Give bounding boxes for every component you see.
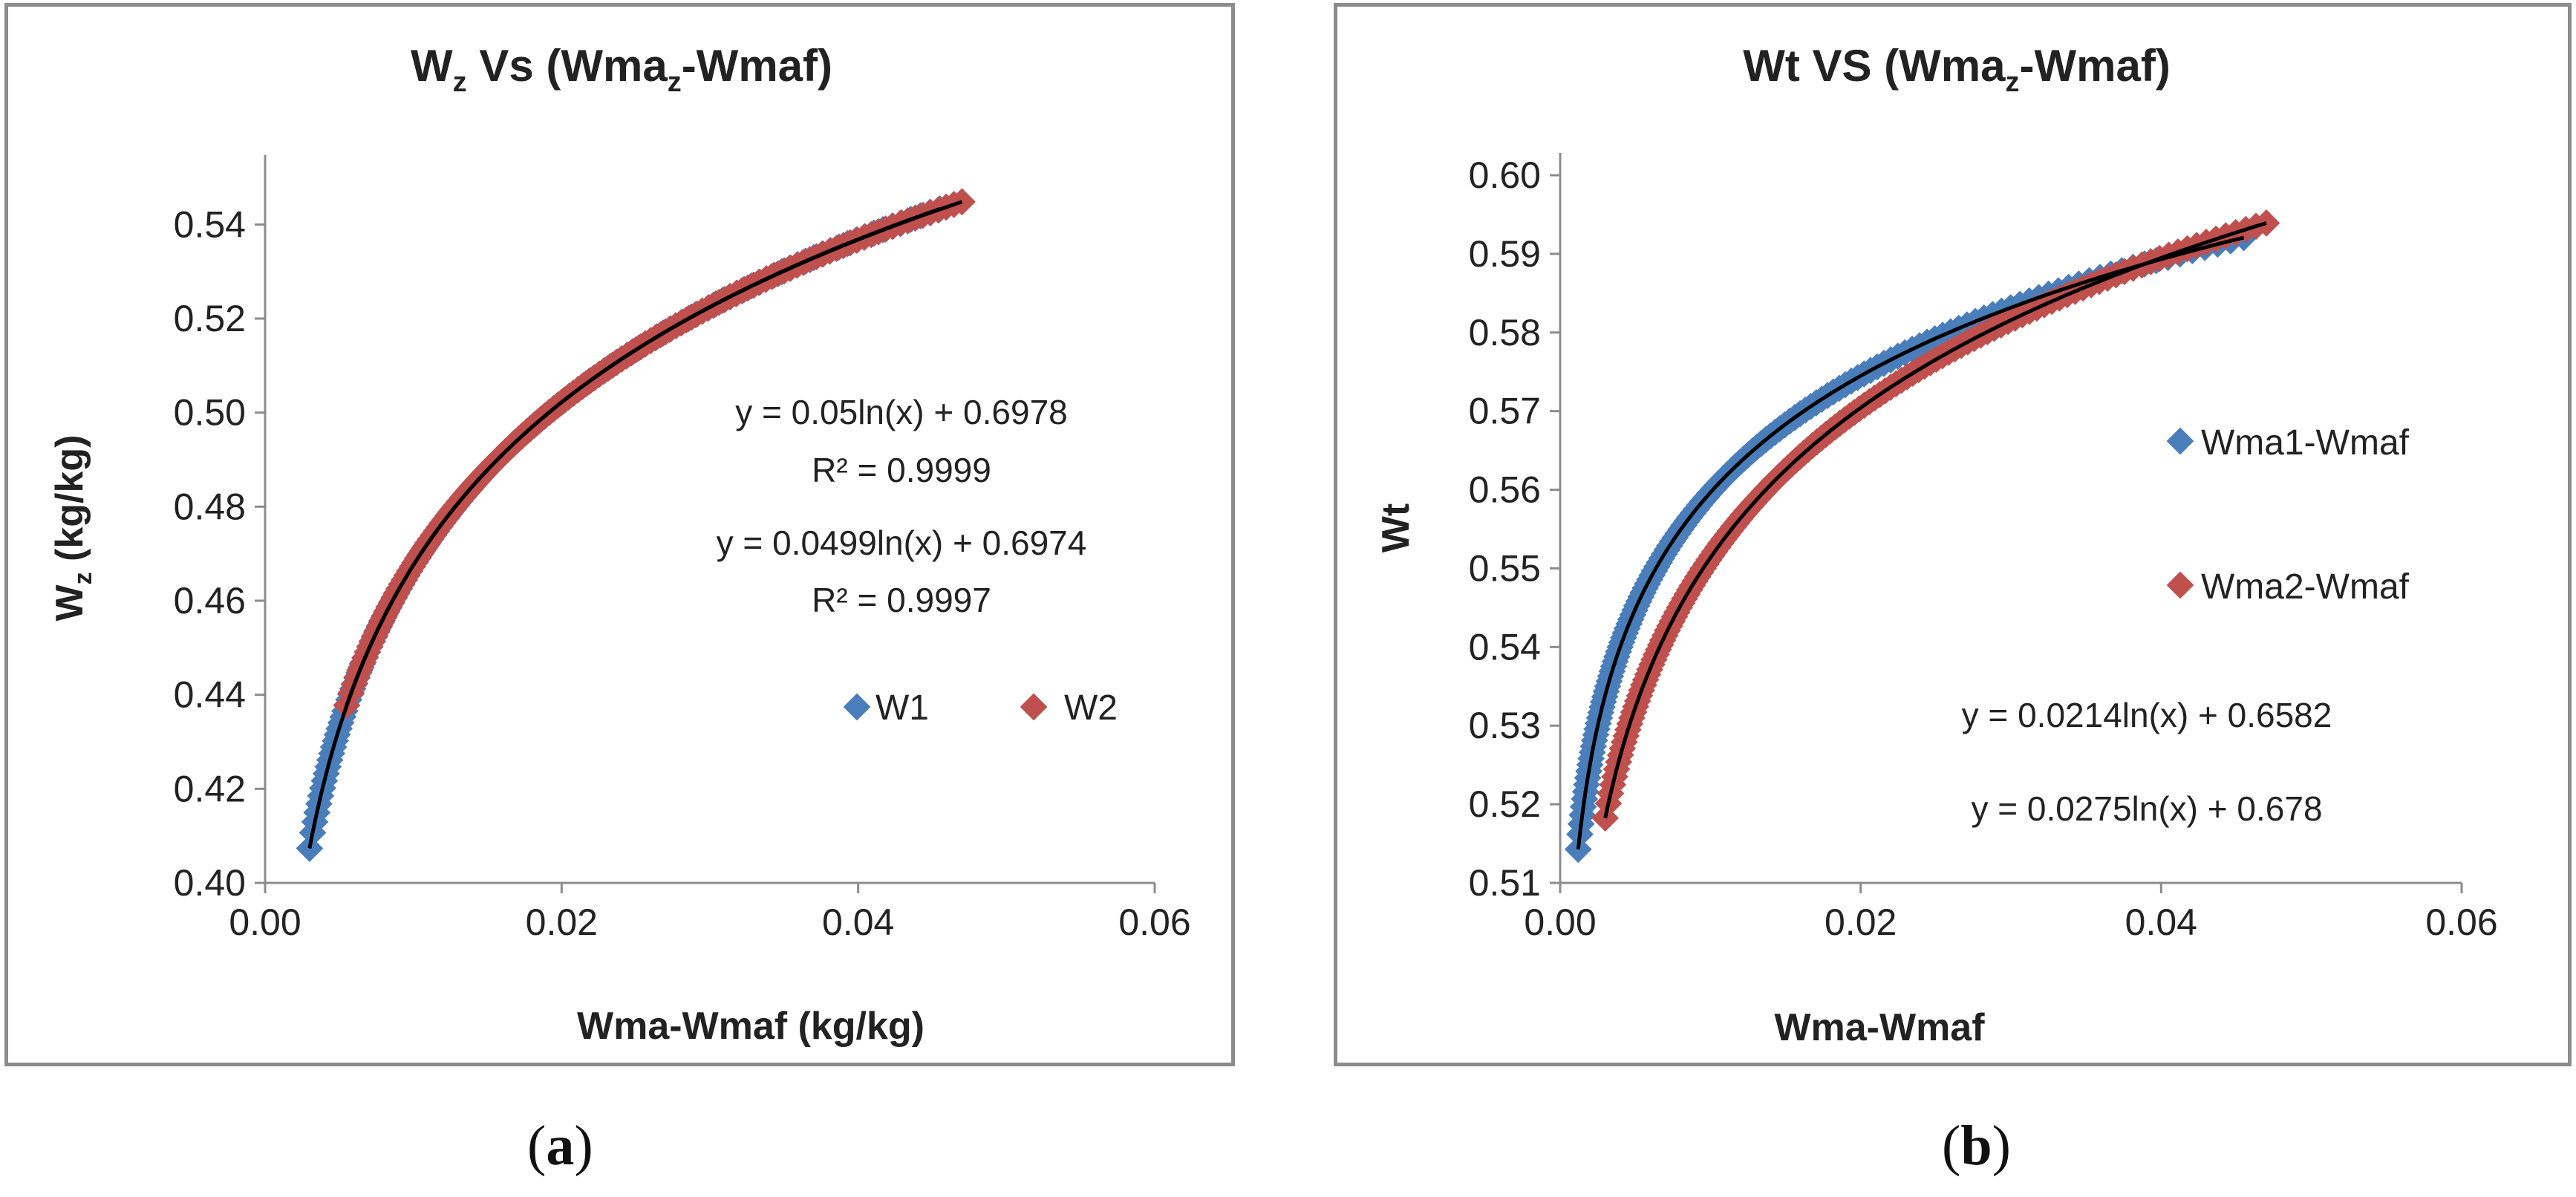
- data-point: [948, 188, 976, 216]
- y-tick-label: 0.56: [1469, 469, 1541, 511]
- y-tick-label: 0.44: [174, 674, 246, 716]
- chart-a-x-axis-title: Wma-Wmaf (kg/kg): [577, 1005, 925, 1048]
- chart-a-svg: 0.40 0.42 0.44 0.46 0.48 0.50 0.52 0.54 0.00 0.02…: [48, 41, 1191, 1048]
- trendline-Wma2-Wmaf: [1603, 221, 2267, 819]
- y-tick-label: 0.40: [174, 862, 246, 904]
- legend-w1-label: W1: [875, 688, 929, 728]
- series-Wma1-Wmaf: [1564, 224, 2258, 864]
- chart-b-y-axis-title: Wt: [1375, 503, 1418, 552]
- caption-b: (b): [1942, 1115, 2011, 1177]
- y-tick-label: 0.55: [1469, 547, 1541, 589]
- y-tick-label: 0.51: [1469, 862, 1541, 904]
- x-tick-label: 0.06: [2425, 901, 2497, 943]
- x-tick-label: 0.06: [1118, 901, 1190, 943]
- y-tick-label: 0.53: [1469, 705, 1541, 746]
- x-tick-label: 0.00: [1524, 901, 1596, 943]
- legend-w2-label: W2: [1064, 688, 1118, 728]
- x-tick-label: 0.04: [822, 901, 894, 943]
- chart-panel-a: 0.40 0.42 0.44 0.46 0.48 0.50 0.52 0.54 0.00 0.02…: [4, 3, 1235, 1066]
- chart-b-x-axis-title: Wma-Wmaf: [1774, 1006, 1985, 1049]
- y-tick-label: 0.59: [1469, 233, 1541, 275]
- y-tick-label: 0.48: [174, 486, 246, 527]
- y-tick-label: 0.42: [174, 768, 246, 809]
- caption-a: (a): [527, 1115, 593, 1177]
- chart-a-plot: 0.40 0.42 0.44 0.46 0.48 0.50 0.52 0.54 0.00 0.02…: [174, 155, 1191, 943]
- y-tick-label: 0.58: [1469, 312, 1541, 353]
- trendline-Wma1-Wmaf: [1576, 235, 2245, 849]
- chart-a-title: Wz Vs (Wmaz-Wmaf): [411, 41, 832, 98]
- y-tick-label: 0.50: [174, 392, 246, 434]
- chart-panel-b: 0.51 0.52 0.53 0.54 0.55 0.56 0.57 0.58 0.59 0.60…: [1334, 3, 2572, 1066]
- chart-a-legend: W1 W2: [843, 688, 1118, 728]
- chart-b-svg: 0.51 0.52 0.53 0.54 0.55 0.56 0.57 0.58 0.59 0.60…: [1375, 41, 2498, 1049]
- legend-wma1-label: Wma1-Wmaf: [2201, 423, 2410, 463]
- chart-a-equation-2: y = 0.0499ln(x) + 0.6974: [717, 524, 1087, 562]
- x-tick-label: 0.02: [1825, 901, 1897, 943]
- chart-b-title: Wt VS (Wmaz-Wmaf): [1743, 41, 2171, 98]
- y-tick-label: 0.46: [174, 580, 246, 622]
- x-tick-label: 0.02: [526, 901, 598, 943]
- legend-wma1-marker: [2166, 427, 2194, 455]
- y-tick-label: 0.52: [174, 298, 246, 339]
- chart-a-equation-1: y = 0.05ln(x) + 0.6978: [735, 393, 1068, 431]
- chart-a-r2-1: R² = 0.9999: [812, 451, 991, 489]
- legend-wma2-label: Wma2-Wmaf: [2201, 567, 2410, 607]
- chart-a-y-axis-title: Wz (kg/kg): [48, 435, 97, 622]
- chart-a-r2-2: R² = 0.9997: [812, 581, 991, 619]
- chart-b-legend: Wma1-Wmaf Wma2-Wmaf: [2166, 423, 2410, 607]
- y-tick-label: 0.57: [1469, 391, 1541, 432]
- legend-w2-marker: [1020, 693, 1048, 721]
- x-tick-label: 0.00: [229, 901, 301, 943]
- x-tick-label: 0.04: [2125, 901, 2197, 943]
- y-tick-label: 0.54: [174, 203, 246, 245]
- legend-wma2-marker: [2166, 571, 2194, 599]
- chart-b-plot: 0.51 0.52 0.53 0.54 0.55 0.56 0.57 0.58 0.59 0.60…: [1469, 153, 2498, 943]
- legend-w1-marker: [843, 693, 871, 721]
- y-tick-label: 0.60: [1469, 154, 1541, 196]
- chart-b-equation-2: y = 0.0275ln(x) + 0.678: [1971, 789, 2322, 828]
- trendline-W2: [345, 200, 963, 706]
- chart-b-equation-1: y = 0.0214ln(x) + 0.6582: [1962, 696, 2332, 734]
- y-tick-label: 0.52: [1469, 783, 1541, 825]
- y-tick-label: 0.54: [1469, 626, 1541, 668]
